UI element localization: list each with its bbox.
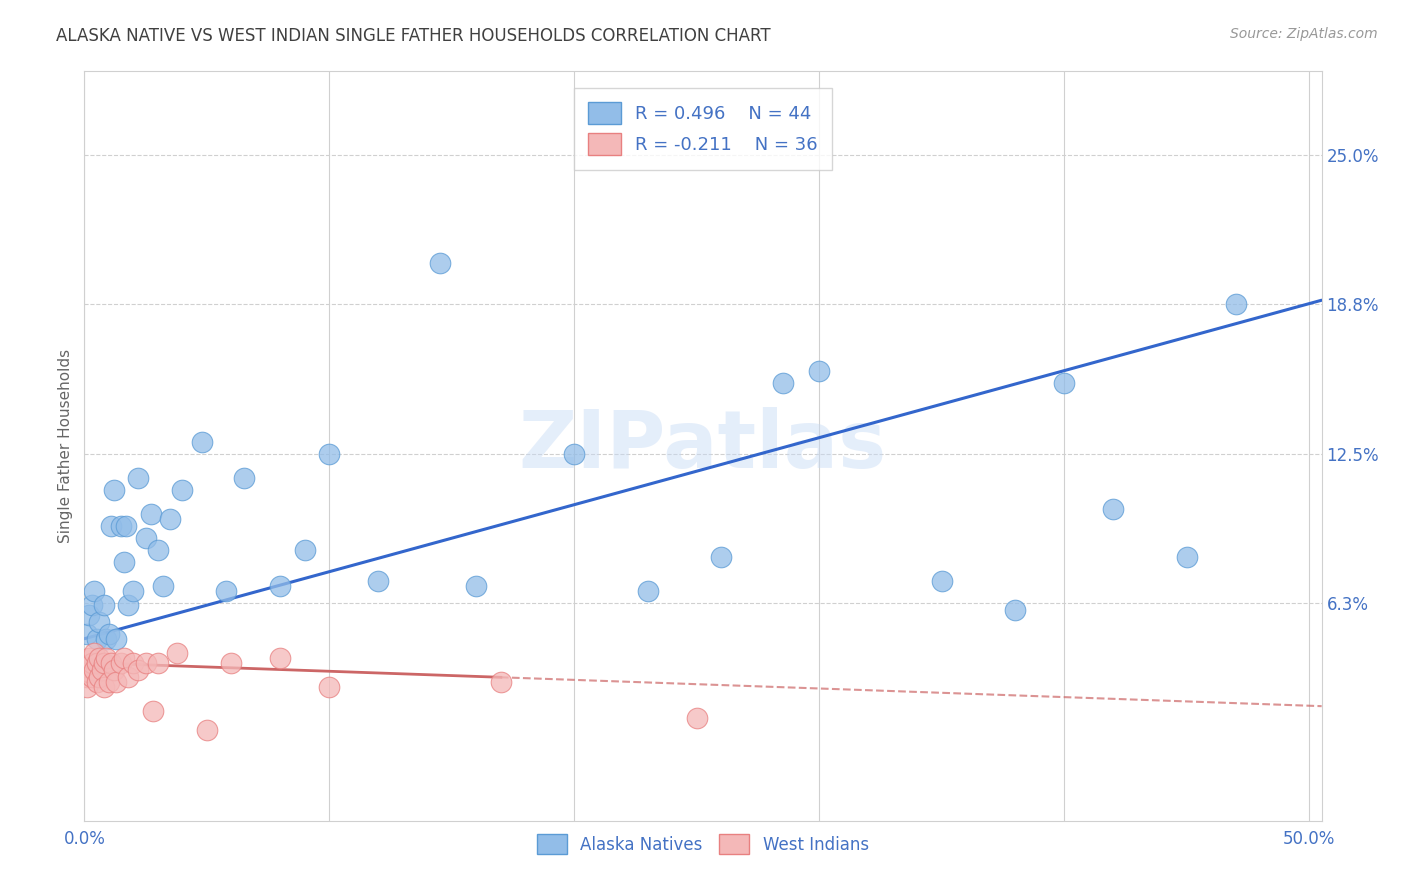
Point [112,555,135,569]
Point [166,646,188,660]
Point [637,583,659,598]
Point [105,632,128,646]
Point [191,435,214,450]
Point [318,447,340,461]
Point [269,579,291,593]
Point [86,674,108,689]
Point [127,471,149,485]
Text: Source: ZipAtlas.com: Source: ZipAtlas.com [1230,27,1378,41]
Point [103,483,125,498]
Point [127,663,149,677]
Point [77,651,100,665]
Point [76,627,98,641]
Point [105,674,128,689]
Point [93,598,115,612]
Point [87,651,110,665]
Point [80,656,103,670]
Point [76,670,98,684]
Point [318,680,340,694]
Point [232,471,254,485]
Point [93,680,115,694]
Point [87,615,110,629]
Point [100,519,122,533]
Point [139,507,162,521]
Point [93,656,115,670]
Point [77,607,100,622]
Point [221,656,243,670]
Point [808,363,831,377]
Point [80,670,103,684]
Point [172,483,194,498]
Point [146,543,169,558]
Point [215,583,238,598]
Point [159,512,181,526]
Point [117,598,139,612]
Point [77,665,100,680]
Point [76,660,98,674]
Point [772,376,794,390]
Point [135,531,157,545]
Point [80,598,103,612]
Point [195,723,218,737]
Point [1004,603,1026,617]
Point [367,574,389,589]
Point [269,651,291,665]
Point [686,711,709,725]
Point [97,674,120,689]
Point [117,670,139,684]
Point [1053,376,1076,390]
Point [135,656,157,670]
Point [1175,550,1198,565]
Point [103,663,125,677]
Point [100,656,122,670]
Point [83,583,105,598]
Point [87,670,110,684]
Point [429,256,451,270]
Point [122,583,145,598]
Point [110,519,132,533]
Point [142,704,165,718]
Point [97,627,120,641]
Point [96,651,118,665]
Legend: Alaska Natives, West Indians: Alaska Natives, West Indians [530,828,876,861]
Point [76,680,98,694]
Y-axis label: Single Father Households: Single Father Households [58,349,73,543]
Point [90,663,112,677]
Point [96,632,118,646]
Point [83,663,105,677]
Point [122,656,145,670]
Point [710,550,733,565]
Point [294,543,316,558]
Point [931,574,953,589]
Point [1102,502,1125,516]
Text: ALASKA NATIVE VS WEST INDIAN SINGLE FATHER HOUSEHOLDS CORRELATION CHART: ALASKA NATIVE VS WEST INDIAN SINGLE FATH… [56,27,770,45]
Point [86,656,108,670]
Point [83,646,105,660]
Point [86,632,108,646]
Text: ZIPatlas: ZIPatlas [519,407,887,485]
Text: 50.0%: 50.0% [1284,830,1336,848]
Point [489,674,512,689]
Point [1225,296,1247,310]
Point [112,651,135,665]
Point [564,447,586,461]
Text: 0.0%: 0.0% [63,830,105,848]
Point [110,656,132,670]
Point [152,579,174,593]
Point [146,656,169,670]
Point [465,579,488,593]
Point [115,519,138,533]
